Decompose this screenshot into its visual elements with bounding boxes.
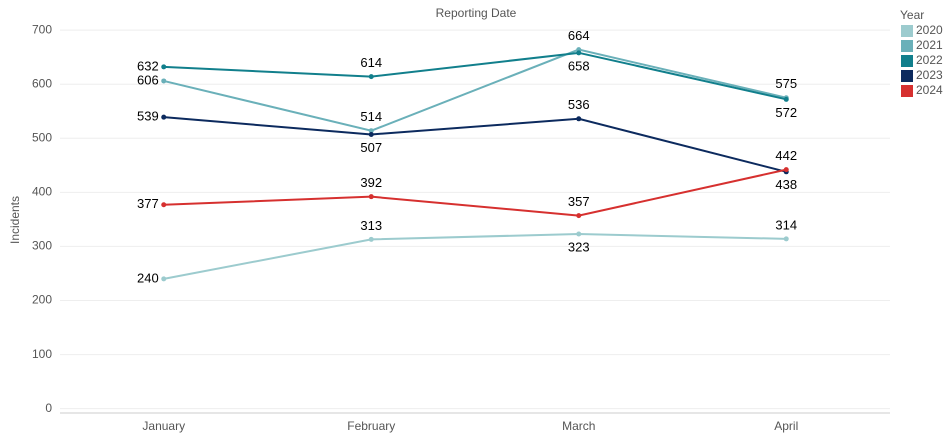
data-point bbox=[161, 78, 167, 84]
y-tick-label: 200 bbox=[32, 293, 52, 307]
legend-title: Year bbox=[900, 8, 924, 22]
data-point bbox=[368, 128, 374, 134]
data-point bbox=[783, 236, 789, 242]
legend-label: 2020 bbox=[916, 23, 943, 37]
data-label: 658 bbox=[568, 58, 590, 73]
legend-label: 2021 bbox=[916, 38, 943, 52]
series-line bbox=[163, 48, 787, 132]
series-line bbox=[163, 168, 787, 217]
x-tick-label: March bbox=[562, 419, 595, 433]
data-point bbox=[161, 276, 167, 282]
data-label: 606 bbox=[137, 72, 159, 87]
data-point bbox=[576, 231, 582, 237]
data-label: 507 bbox=[360, 140, 382, 155]
x-tick-label: February bbox=[347, 419, 395, 433]
x-tick-label: January bbox=[142, 419, 185, 433]
legend-label: 2022 bbox=[916, 53, 943, 67]
data-label: 575 bbox=[775, 76, 797, 91]
data-label: 314 bbox=[775, 217, 797, 232]
data-label: 539 bbox=[137, 109, 159, 124]
data-label: 632 bbox=[137, 58, 159, 73]
y-tick-label: 0 bbox=[45, 401, 52, 415]
y-tick-label: 700 bbox=[32, 22, 52, 36]
y-tick-label: 500 bbox=[32, 130, 52, 144]
data-label: 514 bbox=[360, 109, 382, 124]
data-point bbox=[161, 202, 167, 208]
data-label: 377 bbox=[137, 196, 159, 211]
series-line bbox=[163, 51, 787, 101]
legend-swatch bbox=[901, 40, 913, 52]
data-point bbox=[368, 236, 374, 242]
data-label: 392 bbox=[360, 175, 382, 190]
data-label: 572 bbox=[775, 105, 797, 120]
legend-swatch bbox=[901, 55, 913, 67]
data-point bbox=[576, 50, 582, 56]
chart-title: Reporting Date bbox=[436, 6, 517, 20]
data-point bbox=[161, 64, 167, 70]
y-tick-label: 400 bbox=[32, 185, 52, 199]
data-label: 442 bbox=[775, 148, 797, 163]
data-point bbox=[368, 194, 374, 200]
data-point bbox=[368, 74, 374, 80]
series-line bbox=[163, 116, 787, 173]
data-point bbox=[783, 167, 789, 173]
legend-label: 2023 bbox=[916, 68, 943, 82]
data-label: 438 bbox=[775, 177, 797, 192]
data-label: 357 bbox=[568, 194, 590, 209]
data-label: 664 bbox=[568, 28, 590, 43]
x-tick-label: April bbox=[774, 419, 798, 433]
data-label: 313 bbox=[360, 218, 382, 233]
legend-label: 2024 bbox=[916, 83, 943, 97]
y-tick-label: 600 bbox=[32, 76, 52, 90]
legend-swatch bbox=[901, 25, 913, 37]
legend-swatch bbox=[901, 70, 913, 82]
data-point bbox=[161, 114, 167, 120]
data-point bbox=[576, 116, 582, 122]
data-label: 240 bbox=[137, 270, 159, 285]
y-tick-label: 300 bbox=[32, 239, 52, 253]
legend-swatch bbox=[901, 85, 913, 97]
data-point bbox=[368, 131, 374, 137]
data-label: 323 bbox=[568, 239, 590, 254]
data-label: 536 bbox=[568, 97, 590, 112]
data-point bbox=[576, 213, 582, 219]
series-line bbox=[163, 232, 787, 280]
data-label: 614 bbox=[360, 55, 382, 70]
y-axis-label: Incidents bbox=[8, 196, 22, 244]
y-tick-label: 100 bbox=[32, 347, 52, 361]
data-point bbox=[783, 96, 789, 102]
